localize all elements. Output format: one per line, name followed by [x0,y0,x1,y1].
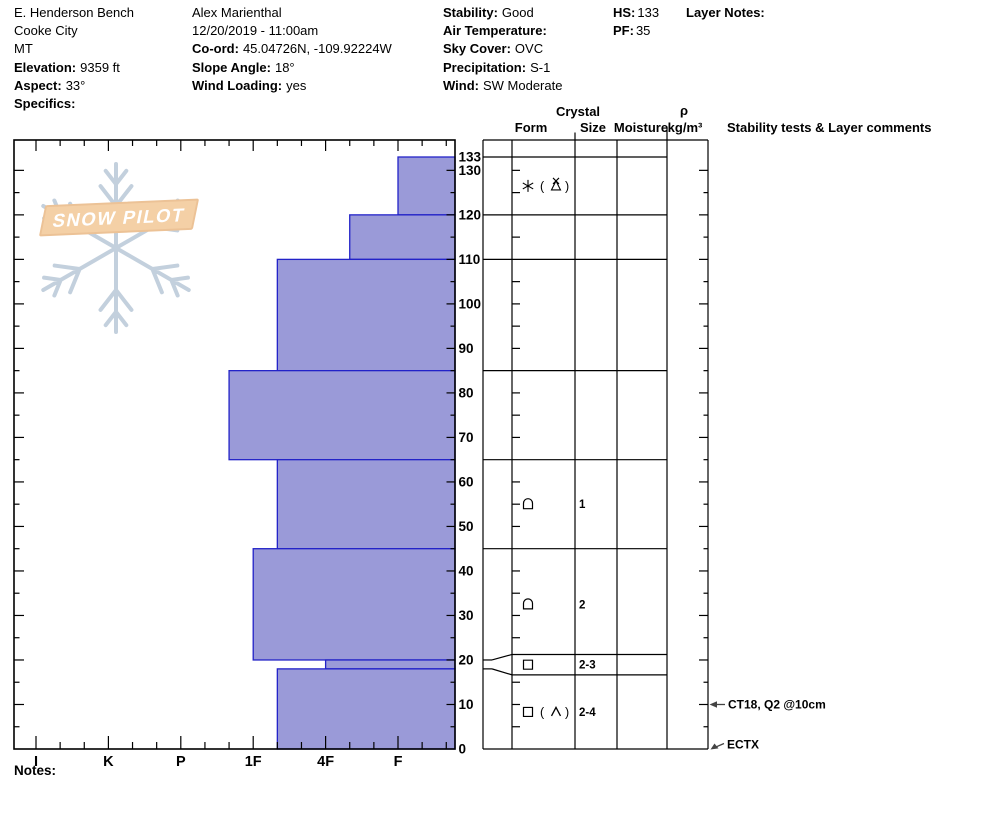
sky-cover-line: Sky Cover: OVC [443,41,544,57]
wind-loading-value: yes [286,77,307,93]
grain-size-value: 2 [579,599,585,611]
density-units-header: kg/m³ [667,120,703,135]
notes-label: Notes: [14,763,57,778]
observation-info-column: Alex Marienthal 12/20/2019 - 11:00am Co-… [192,4,392,95]
slope-angle-value: 18° [274,59,295,75]
stability-line: Stability: Good [443,5,534,20]
depth-label: 40 [459,563,474,578]
depth-label: 20 [459,652,474,667]
depth-label: 120 [459,207,482,222]
grain-paren-open: ( [540,179,545,193]
hs-value: 133 [637,5,660,20]
thin-layer-flare-top [491,653,513,661]
depth-label: 10 [459,697,474,712]
wind-loading-line: Wind Loading: yes [192,77,307,93]
grain-symbol-graupel [550,177,562,191]
grain-symbol-stellar [522,179,534,192]
observation-datetime: 12/20/2019 - 11:00am [192,23,319,39]
aspect-line: Aspect: 33° [14,77,86,93]
depth-label: 60 [459,474,474,489]
depth-label: 30 [459,608,474,623]
stability-tests-header: Stability tests & Layer comments [727,120,932,135]
wind-line: Wind: SW Moderate [443,77,563,93]
depth-label: 130 [459,163,482,178]
site-info-column: E. Henderson Bench Cooke City MT Elevati… [14,4,134,113]
layer-bar-6 [324,659,456,670]
depth-label: 80 [459,385,474,400]
layer-bar-7 [276,668,456,750]
pit-name: E. Henderson Bench [14,5,134,20]
layer-bar-0 [397,156,456,216]
pit-state: MT [14,41,33,57]
specifics-line: Specifics: [14,96,76,112]
wind-value: SW Moderate [482,77,563,93]
coord-line: Co-ord: 45.04726N, -109.92224W [192,41,392,57]
grain-paren-open: ( [540,705,545,719]
hs-line: HS: 133 [613,5,660,20]
stability-value: Good [501,5,534,20]
layer-bar-4 [276,459,456,550]
layer-bar-1 [349,214,456,261]
density-symbol-header: ρ [679,103,689,118]
depth-label: 100 [459,296,482,311]
thin-layer-flare-bottom [491,668,513,676]
pf-value: 35 [635,23,651,39]
stability-arrowhead [709,701,717,708]
depth-label: 70 [459,430,474,445]
grain-symbol-facet-rounded [522,598,534,610]
grain-symbol-depth-hoar [550,706,562,717]
precip-value: S-1 [530,59,551,75]
grain-symbol-facet [522,659,534,670]
elevation-value: 9359 ft [80,59,120,75]
depth-label: 0 [459,742,467,757]
depth-label: 50 [459,519,474,534]
form-header: Form [514,120,548,135]
air-temp-line: Air Temperature: [443,23,547,39]
totals-column: HS: 133 PF: 35 [613,4,659,40]
layer-notes-line: Layer Notes: [686,5,765,20]
stability-arrowhead [710,743,719,750]
precip-line: Precipitation: S-1 [443,59,551,75]
pf-line: PF: 35 [613,23,651,39]
slope-angle-line: Slope Angle: 18° [192,59,295,75]
observer-name: Alex Marienthal [192,5,282,20]
depth-label: 110 [459,252,481,267]
hardness-axis-label: K [103,754,114,770]
layer-bar-3 [228,370,456,461]
grain-paren-close: ) [565,705,569,719]
depth-label: 90 [459,341,474,356]
moisture-header: Moisture [613,120,669,135]
grain-paren-close: ) [565,179,569,193]
coord-value: 45.04726N, -109.92224W [242,41,392,57]
hardness-axis-label: 4F [317,754,334,770]
layer-bar-5 [252,548,456,661]
pit-location: Cooke City [14,23,78,39]
grain-symbol-facet [522,706,534,718]
grain-size-value: 2-4 [579,707,596,719]
logo-text: SNOW PILOT [50,203,188,231]
stability-test-label: CT18, Q2 @10cm [728,698,826,712]
hardness-axis-label: I [34,754,38,770]
sky-cover-value: OVC [514,41,544,57]
hardness-axis-label: P [176,754,186,770]
snowflake-icon [41,162,191,334]
hardness-axis-label: 1F [245,754,262,770]
layer-notes-column: Layer Notes: [686,4,765,22]
depth-label: 133 [459,150,482,165]
grain-size-value: 1 [579,499,586,511]
conditions-column: Stability: Good Air Temperature: Sky Cove… [443,4,562,95]
grain-size-value: 2-3 [579,660,596,672]
aspect-value: 33° [65,77,86,93]
grain-symbol-facet-rounded [522,498,534,510]
crystal-header: Crystal [555,104,601,119]
chart-frame [13,139,456,750]
size-header: Size [579,120,607,135]
elevation-line: Elevation: 9359 ft [14,59,120,75]
stability-test-label: ECTX [727,738,759,752]
hardness-axis-label: F [394,754,403,770]
layer-bar-2 [276,258,456,372]
